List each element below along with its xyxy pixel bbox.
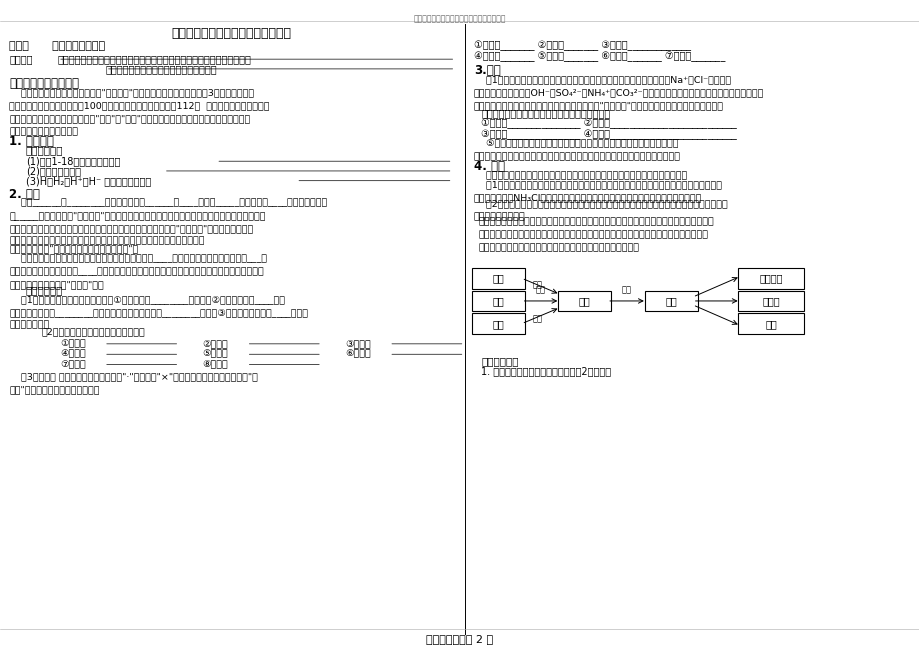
Text: (3)H、H₂、H⁺、H⁻ 的共同点是什么？: (3)H、H₂、H⁺、H⁻ 的共同点是什么？ — [26, 176, 151, 186]
Text: ④碳原子_______ ⑤氨原子_______ ⑥氧原子_______ ⑦氯原子_______: ④碳原子_______ ⑤氨原子_______ ⑥氧原子_______ ⑦氯原子… — [473, 51, 724, 62]
Text: 原子: 原子 — [665, 296, 676, 306]
FancyBboxPatch shape — [557, 291, 610, 311]
Text: 离子: 离子 — [493, 296, 504, 306]
Text: 如有侵权，请联系网站删除，仅供学习与交流: 如有侵权，请联系网站删除，仅供学习与交流 — [414, 14, 505, 23]
Text: 3.离子: 3.离子 — [473, 64, 500, 77]
Text: ②氧原子: ②氧原子 — [202, 339, 228, 348]
Text: 核外电子: 核外电子 — [758, 273, 782, 283]
FancyBboxPatch shape — [738, 268, 803, 289]
Text: ⑥镁原子: ⑥镁原子 — [345, 350, 370, 359]
FancyBboxPatch shape — [644, 291, 698, 311]
Text: 原子核: 原子核 — [761, 296, 779, 306]
Text: 关键词：: 关键词： — [9, 55, 33, 64]
Text: 2. 原子: 2. 原子 — [9, 188, 40, 201]
FancyBboxPatch shape — [471, 268, 525, 289]
Text: 【课堂练习】: 【课堂练习】 — [26, 285, 63, 294]
Text: 微观: 微观 — [621, 285, 630, 294]
Text: ⑤离子化合物：阴、阳离子通过静电作用相互结合的化合物叫离子化合物。
钾、钙、钠的化合物及核盐等属于离子化合物，离子化合物中不存在单个小分子。: ⑤离子化合物：阴、阳离子通过静电作用相互结合的化合物叫离子化合物。 钾、钙、钠的… — [473, 140, 680, 162]
Text: 思考：如何理解"原子是化学变化中的最小粒子"？: 思考：如何理解"原子是化学变化中的最小粒子"？ — [9, 244, 138, 254]
FancyBboxPatch shape — [738, 291, 803, 311]
Text: 4. 分子: 4. 分子 — [473, 160, 505, 173]
Text: ①氢原子: ①氢原子 — [60, 339, 85, 348]
Text: 【课堂练习】画出下列离子结构示意图和电子式：: 【课堂练习】画出下列离子结构示意图和电子式： — [481, 109, 609, 118]
Text: 所有的物质都是由最基本的成份"化学元素"组成。虽然物质种类繁多（达3千多万种），但
组成这些物质的化学元素只有100多种（现行元素周期表中排有112种  元素）: 所有的物质都是由最基本的成份"化学元素"组成。虽然物质种类繁多（达3千多万种），… — [9, 88, 269, 136]
Text: ①氢原子_______ ②钙原子_______ ③铝原子_____________: ①氢原子_______ ②钙原子_______ ③铝原子____________… — [473, 41, 690, 51]
Text: 方法，分类标准（依据）与示例，分类应用: 方法，分类标准（依据）与示例，分类应用 — [106, 64, 217, 74]
Text: （1）共价化合物：原子间通过共用电子对形成的化合物叫共价化合物，完全由非金属元素组
成的化合物，如NH₃Cl等是共价化合物，但含金属元素的化合物也可能是共价化合: （1）共价化合物：原子间通过共用电子对形成的化合物叫共价化合物，完全由非金属元素… — [473, 181, 721, 203]
Text: ③氯离子_______________ ④钠离子__________________________: ③氯离子_______________ ④钠离子________________… — [481, 129, 736, 140]
Text: 形成: 形成 — [532, 280, 541, 289]
Text: ④氯原子: ④氯原子 — [60, 350, 85, 359]
Text: ③硅原子: ③硅原子 — [345, 339, 370, 348]
Text: 构成: 构成 — [536, 285, 545, 294]
Text: 中子: 中子 — [765, 318, 776, 329]
Text: 第一讲      物质的组成和分类: 第一讲 物质的组成和分类 — [9, 41, 105, 51]
Text: 高一初、高中化学衔接课教案和学案: 高一初、高中化学衔接课教案和学案 — [172, 27, 291, 40]
Text: 【课堂练习】: 【课堂练习】 — [26, 146, 63, 155]
Text: 元素: 元素 — [493, 273, 504, 283]
FancyBboxPatch shape — [471, 291, 525, 311]
Text: 如：单原子分子、双原子分子、多原子分子、小分子、分子聚集体、高分子等。: 如：单原子分子、双原子分子、多原子分子、小分子、分子聚集体、高分子等。 — [473, 171, 686, 180]
Text: (2)元素符号的意义: (2)元素符号的意义 — [26, 166, 81, 176]
Text: ①氢离子_______________ ②镁离子__________________________: ①氢离子_______________ ②镁离子________________… — [481, 119, 736, 129]
Text: 构成: 构成 — [532, 315, 541, 323]
Text: 【精品文档】第 2 页: 【精品文档】第 2 页 — [426, 634, 493, 644]
FancyBboxPatch shape — [738, 313, 803, 334]
Text: 分子: 分子 — [493, 318, 504, 329]
Text: （2）画出下列元素的原子结构示意图：: （2）画出下列元素的原子结构示意图： — [41, 328, 145, 337]
Text: (1)写出1-18号元素名称、符号: (1)写出1-18号元素名称、符号 — [26, 157, 120, 166]
FancyBboxPatch shape — [471, 313, 525, 334]
Text: 一、物质的组成与结构: 一、物质的组成与结构 — [9, 77, 79, 90]
Text: （3）电子式 在元素符号周围用小黑点"·"或小叉又"×"表示原子最外层电子的式子叫"电
子式"。请写出下列原子的电子式：: （3）电子式 在元素符号周围用小黑点"·"或小叉又"×"表示原子最外层电子的式子… — [9, 372, 258, 395]
Text: （1）某些原子通过得、失电子生成简单阴、阳离子，又称单核离子，如Na⁺、Cl⁻等；复杂
离子又称多核离子，如OH⁻、SO₄²⁻、NH₄⁺、CO₃²⁻等等，它们是: （1）某些原子通过得、失电子生成简单阴、阳离子，又称单核离子，如Na⁺、Cl⁻等… — [473, 75, 764, 110]
Text: （1）原子核外电子分层排布规律：①每层最多排________个电子；②最外层不超过____个电
子。次外层不超过________个电子，倒数第三层不超过____: （1）原子核外电子分层排布规律：①每层最多排________个电子；②最外层不超… — [9, 295, 308, 330]
Text: （2）共价化合物中有的以分子存在。如：水、二氧化碳等，有的并不存在以分子，如二氧化硅
等直接由原子构成。: （2）共价化合物中有的以分子存在。如：水、二氧化碳等，有的并不存在以分子，如二氧… — [473, 200, 727, 222]
Text: ⑧氩原子: ⑧氩原子 — [202, 360, 228, 369]
Text: 【小结】从宏观上看，物质由元素组成；微观上看，有的物质由分子构成，有的物质由原子构
成有的物质由离子构成。在自然界，有的元素以单质存在，称为游离态，有的以化合物: 【小结】从宏观上看，物质由元素组成；微观上看，有的物质由分子构成，有的物质由原子… — [478, 218, 713, 252]
Text: 宏观组成，微观组成与结构，关于组成与结构的化学用语，分类思想，分类: 宏观组成，微观组成与结构，关于组成与结构的化学用语，分类思想，分类 — [58, 55, 252, 64]
Text: ⑤钾原子: ⑤钾原子 — [202, 350, 228, 359]
Text: 原子核外电子按能量高低分层排布，离核越近能量越____，越稳定，离核越远，能量越___越
不稳定。最外层电子能量最____，故化学变化中通常内层电子不发生变化，: 原子核外电子按能量高低分层排布，离核越近能量越____，越稳定，离核越远，能量越… — [9, 254, 267, 289]
Text: ⑦氮原子: ⑦氮原子 — [60, 360, 85, 369]
Text: 物质: 物质 — [578, 296, 589, 306]
Text: 1. 指出下列元素符号周围阿拉伯数字2的涵义：: 1. 指出下列元素符号周围阿拉伯数字2的涵义： — [481, 367, 610, 376]
Text: 【课后练习】: 【课后练习】 — [481, 356, 518, 366]
Text: 它由______和________构成。原子核由______和____构成，_____带正电荷，____不带电。核内所
有_____电荷总数称为"核电荷数"。同: 它由______和________构成。原子核由______和____构成，__… — [9, 198, 327, 246]
Text: 1. 元素概念: 1. 元素概念 — [9, 135, 54, 148]
